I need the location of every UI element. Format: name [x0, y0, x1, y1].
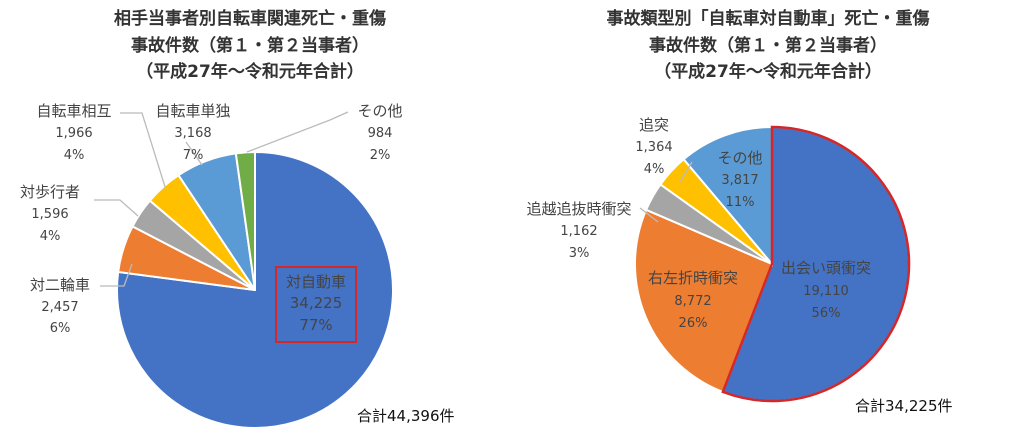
- left-highlight-box: [275, 266, 357, 343]
- right-label-value-sonota: 3,817: [721, 173, 758, 188]
- left-label-value-hokousha: 1,596: [31, 207, 68, 222]
- left-chart: 相手当事者別自転車関連死亡・重傷 事故件数（第１・第２当事者） （平成27年～令…: [20, 8, 455, 429]
- left-label-name-niriinsha: 対二輪車: [30, 276, 90, 294]
- left-label-value-sonota: 984: [368, 126, 393, 141]
- right-label-percent-oikoshi: 3%: [569, 246, 590, 261]
- right-leader-line-oikoshi: [639, 207, 659, 223]
- left-label-name-jidousha: 対自動車: [286, 273, 346, 291]
- left-total-label: 合計44,396件: [357, 407, 455, 425]
- left-leader-line-sonota: [246, 111, 349, 153]
- right-title-line-2: 事故件数（第１・第２当事者）: [649, 35, 887, 56]
- left-label-value-niriinsha: 2,457: [41, 300, 78, 315]
- right-label-name-sonota: その他: [717, 149, 762, 167]
- right-label-value-deaigashira: 19,110: [803, 284, 849, 299]
- right-label-percent-usetsu: 26%: [679, 316, 708, 331]
- right-label-name-usetsu: 右左折時衝突: [648, 269, 738, 287]
- right-title-line-3: （平成27年～令和元年合計）: [654, 61, 882, 82]
- left-leader-line-jitensha-sougo: [120, 112, 167, 191]
- right-label-name-oikoshi: 追越追抜時衝突: [526, 200, 631, 218]
- left-slice-6: [234, 150, 256, 291]
- right-label-value-tsuitotsu: 1,364: [635, 140, 672, 155]
- right-title-line-1: 事故類型別「自転車対自動車」死亡・重傷: [607, 8, 930, 29]
- left-label-percent-hokousha: 4%: [40, 229, 61, 244]
- right-slice-2: [634, 208, 774, 394]
- left-label-percent-jitensha-tandoku: 7%: [183, 148, 204, 163]
- left-slice-1: [116, 150, 394, 429]
- left-pie-slices: [116, 150, 394, 429]
- right-label-value-usetsu: 8,772: [674, 294, 711, 309]
- right-label-percent-tsuitotsu: 4%: [644, 162, 665, 177]
- right-label-percent-sonota: 11%: [726, 195, 755, 210]
- left-label-name-sonota: その他: [357, 102, 402, 120]
- left-leader-line-jitensha-tandoku: [185, 141, 203, 166]
- left-label-value-jitensha-tandoku: 3,168: [174, 126, 211, 141]
- right-highlight-outline: [721, 125, 911, 403]
- left-title-line-2: 事故件数（第１・第２当事者）: [131, 35, 369, 56]
- right-label-name-deaigashira: 出会い頭衝突: [781, 259, 871, 277]
- left-label-name-hokousha: 対歩行者: [20, 183, 80, 201]
- left-title-line-1: 相手当事者別自転車関連死亡・重傷: [114, 8, 386, 29]
- left-label-name-jitensha-tandoku: 自転車単独: [155, 102, 230, 120]
- left-label-percent-jitensha-sougo: 4%: [64, 148, 85, 163]
- left-label-percent-niriinsha: 6%: [50, 321, 71, 336]
- right-pie-slices: [634, 125, 911, 403]
- left-leader-line-hokousha: [94, 199, 139, 217]
- left-label-value-jitensha-sougo: 1,966: [55, 126, 92, 141]
- right-leader-line-tsuitotsu: [679, 161, 693, 183]
- left-label-percent-jidousha: 77%: [299, 316, 332, 334]
- right-slice-5: [682, 125, 773, 267]
- left-label-name-jitensha-sougo: 自転車相互: [36, 102, 111, 120]
- left-leader-line-niriinsha: [100, 263, 133, 287]
- right-total-label: 合計34,225件: [855, 397, 953, 415]
- right-chart: 事故類型別「自転車対自動車」死亡・重傷 事故件数（第１・第２当事者） （平成27…: [526, 8, 952, 415]
- right-label-name-tsuitotsu: 追突: [639, 116, 669, 134]
- left-label-percent-sonota: 2%: [370, 148, 391, 163]
- right-label-percent-deaigashira: 56%: [812, 306, 841, 321]
- left-label-value-jidousha: 34,225: [290, 294, 343, 312]
- right-label-value-oikoshi: 1,162: [560, 224, 597, 239]
- left-title-line-3: （平成27年～令和元年合計）: [136, 61, 364, 82]
